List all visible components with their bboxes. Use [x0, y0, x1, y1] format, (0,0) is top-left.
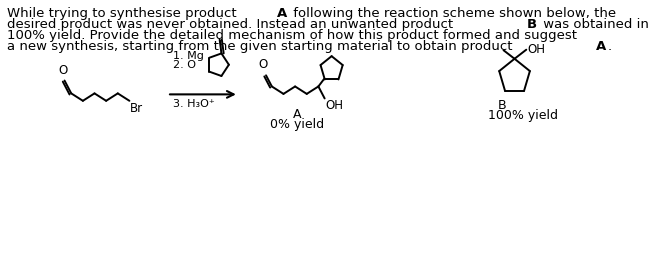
Text: A: A	[277, 7, 288, 20]
Text: .: .	[607, 40, 612, 53]
Text: 2. O: 2. O	[173, 60, 196, 70]
Text: Br: Br	[130, 102, 143, 115]
Text: OH: OH	[527, 43, 545, 56]
Text: 0% yield: 0% yield	[270, 118, 324, 131]
Text: B: B	[497, 99, 506, 112]
Text: following the reaction scheme shown below, the: following the reaction scheme shown belo…	[289, 7, 616, 20]
Text: A: A	[595, 40, 606, 53]
Text: 100% yield. Provide the detailed mechanism of how this product formed and sugges: 100% yield. Provide the detailed mechani…	[7, 29, 577, 42]
Text: OH: OH	[326, 99, 343, 112]
Text: O: O	[58, 63, 67, 77]
Text: 1. Mg: 1. Mg	[173, 51, 204, 61]
Text: O: O	[259, 58, 268, 71]
Text: a new synthesis, starting from the given starting material to obtain product: a new synthesis, starting from the given…	[7, 40, 517, 53]
Text: 100% yield: 100% yield	[488, 109, 559, 122]
Text: 3. H₃O⁺: 3. H₃O⁺	[173, 99, 215, 109]
Text: B: B	[527, 18, 538, 31]
Text: was obtained in: was obtained in	[539, 18, 649, 31]
Text: A: A	[293, 108, 301, 121]
Text: desired product was never obtained. Instead an unwanted product: desired product was never obtained. Inst…	[7, 18, 457, 31]
Text: While trying to synthesise product: While trying to synthesise product	[7, 7, 241, 20]
